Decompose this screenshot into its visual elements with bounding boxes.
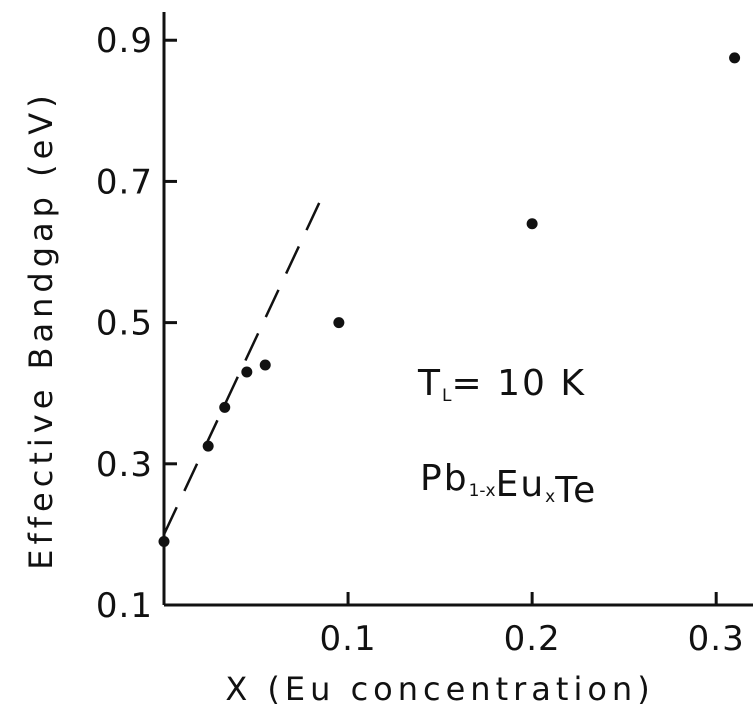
x-tick-label: 0.1 <box>320 619 377 659</box>
material-subscript: x <box>545 487 555 507</box>
data-point <box>729 52 741 64</box>
temperature-subscript: L <box>442 386 452 406</box>
x-tick-label: 0.2 <box>504 619 561 659</box>
y-tick-label: 0.7 <box>96 162 153 202</box>
x-axis-title: X (Eu concentration) <box>225 670 654 708</box>
temperature-value: = 10 K <box>451 363 585 404</box>
data-point <box>202 440 214 452</box>
material-part: Pb <box>420 458 469 499</box>
material-subscript: 1-x <box>469 481 496 501</box>
y-tick-label: 0.5 <box>96 304 153 344</box>
data-point <box>158 535 170 547</box>
data-point <box>526 218 538 230</box>
data-point <box>333 317 345 329</box>
axes: 0.1 0.3 0.5 0.7 0.9 0.1 0.2 0.3 <box>96 12 753 659</box>
fit-line <box>162 187 328 535</box>
y-tick-label: 0.1 <box>96 586 153 626</box>
material-part: Eu <box>496 464 546 505</box>
material-annotation: Pb1-xEuxTe <box>420 458 597 511</box>
y-tick-label: 0.3 <box>96 445 153 485</box>
y-tick-label: 0.9 <box>96 21 153 61</box>
temperature-annotation: TL= 10 K <box>417 363 586 406</box>
data-point <box>241 366 253 378</box>
data-points <box>158 52 741 547</box>
x-tick-label: 0.3 <box>688 619 745 659</box>
fit-line-layer <box>162 187 328 535</box>
data-point <box>219 401 231 413</box>
data-point <box>259 359 271 371</box>
y-axis-title: Effective Bandgap (eV) <box>22 90 60 569</box>
temperature-symbol: T <box>417 363 442 404</box>
material-part: Te <box>554 470 597 511</box>
